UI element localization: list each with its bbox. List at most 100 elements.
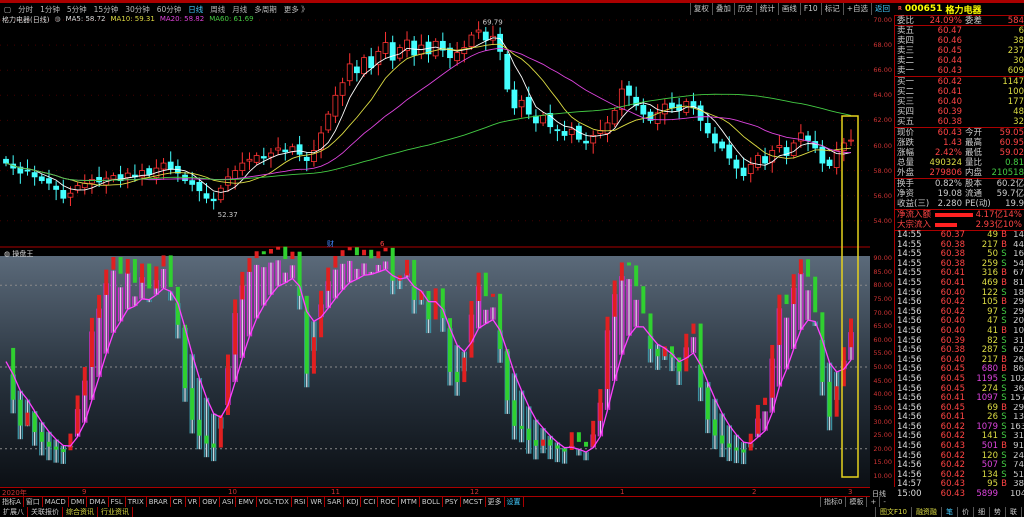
event-marker[interactable]: 财 <box>327 239 334 248</box>
indicator-tab[interactable]: VR <box>186 497 201 507</box>
candle[interactable] <box>511 89 518 109</box>
candle[interactable] <box>747 163 754 175</box>
panel-tab[interactable]: 价 <box>956 507 973 517</box>
candle[interactable] <box>60 190 67 199</box>
indicator-tab[interactable]: ROC <box>378 497 399 507</box>
candle[interactable] <box>332 94 339 117</box>
settings-icon[interactable]: ◍ <box>54 15 61 23</box>
candle[interactable] <box>790 142 797 156</box>
candle[interactable] <box>482 31 489 41</box>
indicator-tab[interactable]: 指标A <box>0 497 24 507</box>
candle[interactable] <box>475 29 482 33</box>
indicator-tab[interactable]: 更多 <box>486 497 505 507</box>
candle[interactable] <box>339 82 346 96</box>
template-tab[interactable]: - <box>879 497 889 507</box>
candle[interactable] <box>712 133 718 144</box>
indicator-tab[interactable]: CR <box>171 497 186 507</box>
candle[interactable] <box>411 40 418 56</box>
candle[interactable] <box>353 66 360 74</box>
indicator-tab[interactable]: VOL-TDX <box>257 497 292 507</box>
period-tab[interactable]: 分时 <box>18 4 34 14</box>
candle[interactable] <box>726 144 733 159</box>
candle[interactable] <box>196 181 203 192</box>
candle[interactable] <box>303 156 310 161</box>
candle[interactable] <box>296 144 303 155</box>
candle[interactable] <box>346 63 353 82</box>
candle[interactable] <box>203 193 210 199</box>
candle[interactable] <box>468 34 475 48</box>
indicator-tab[interactable]: OBV <box>200 497 221 507</box>
candle[interactable] <box>762 156 768 164</box>
candle[interactable] <box>848 139 854 142</box>
candle[interactable] <box>38 176 45 182</box>
period-tab[interactable]: 1分钟 <box>40 4 60 14</box>
candle[interactable] <box>540 114 546 124</box>
indicator-tab[interactable]: MCST <box>461 497 486 507</box>
indicator-tab[interactable]: PSY <box>443 497 461 507</box>
candle[interactable] <box>447 47 453 59</box>
indicator-tab[interactable]: 窗口 <box>24 497 43 507</box>
tool-button[interactable]: 画线 <box>777 3 800 15</box>
candle[interactable] <box>389 42 396 61</box>
candle[interactable] <box>533 115 539 124</box>
indicator-tab[interactable]: DMA <box>87 497 109 507</box>
candle[interactable] <box>525 96 532 115</box>
info-tab[interactable]: 扩展八 <box>0 507 28 517</box>
candle[interactable] <box>755 155 761 168</box>
indicator-tab[interactable]: EMV <box>236 497 257 507</box>
candle[interactable] <box>139 170 145 178</box>
tool-button[interactable]: 标记 <box>820 3 843 15</box>
candle[interactable] <box>311 150 317 162</box>
period-tab[interactable]: 5分钟 <box>66 4 87 14</box>
candle[interactable] <box>833 150 840 168</box>
tool-button[interactable]: 返回 <box>871 3 893 15</box>
candle[interactable] <box>404 39 410 52</box>
candle[interactable] <box>797 132 804 142</box>
period-tab[interactable]: 15分钟 <box>93 4 119 14</box>
candle[interactable] <box>554 129 561 132</box>
candle[interactable] <box>626 85 632 96</box>
candle[interactable] <box>633 96 640 106</box>
trade-list[interactable]: 14:55 60.37 49 B 14 14:55 60.38 217 B 44 14:55 60.3… <box>895 230 1024 500</box>
indicator-tab[interactable]: DMI <box>69 497 88 507</box>
indicator-tab[interactable]: 设置 <box>505 497 524 507</box>
tool-button[interactable]: 历史 <box>733 3 756 15</box>
candle[interactable] <box>504 53 511 90</box>
candle[interactable] <box>67 192 74 198</box>
candle[interactable] <box>568 128 575 135</box>
candle[interactable] <box>325 113 332 131</box>
candle[interactable] <box>697 105 704 121</box>
panel-tab[interactable]: 图文F10 <box>875 507 911 517</box>
candle[interactable] <box>246 158 253 162</box>
candle[interactable] <box>704 123 711 134</box>
candle[interactable] <box>160 162 167 170</box>
candle[interactable] <box>110 175 117 180</box>
kline-chart[interactable]: 69.79 52.37 财 6 <box>0 0 870 487</box>
candle[interactable] <box>719 141 726 149</box>
indicator-tab[interactable]: MACD <box>43 497 69 507</box>
template-tab[interactable]: + <box>866 497 879 507</box>
candle[interactable] <box>669 102 675 109</box>
tool-button[interactable]: 复权 <box>689 3 712 15</box>
candle[interactable] <box>239 162 246 172</box>
info-tab[interactable]: 行业资讯 <box>98 507 133 517</box>
candle[interactable] <box>46 178 52 184</box>
period-tab[interactable]: 日线 <box>188 4 204 14</box>
candle[interactable] <box>24 169 31 172</box>
candle[interactable] <box>439 40 446 51</box>
period-tab[interactable]: 周线 <box>210 4 226 14</box>
period-tab[interactable]: 月线 <box>232 4 248 14</box>
period-tab[interactable]: 更多 》 <box>283 4 309 14</box>
info-tab[interactable]: 关联报价 <box>28 507 63 517</box>
candle[interactable] <box>117 174 124 182</box>
event-marker[interactable]: 6 <box>380 240 385 248</box>
candle[interactable] <box>53 185 60 190</box>
candle[interactable] <box>661 103 668 115</box>
indicator-tab[interactable]: CCI <box>361 497 379 507</box>
candle[interactable] <box>17 166 24 174</box>
template-tab[interactable]: 指标0 <box>820 497 845 507</box>
candle[interactable] <box>260 156 267 159</box>
panel-tab[interactable]: 势 <box>988 507 1005 517</box>
toolbar-icon[interactable]: ▢ <box>4 4 12 14</box>
candle[interactable] <box>217 187 224 201</box>
